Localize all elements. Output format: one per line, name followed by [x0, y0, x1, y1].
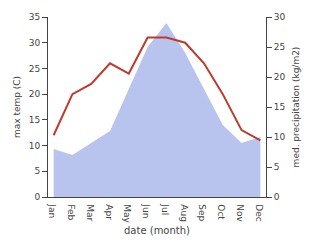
svg-text:20: 20 — [274, 72, 286, 82]
svg-text:Jan: Jan — [47, 203, 57, 218]
svg-text:15: 15 — [29, 115, 40, 125]
svg-text:May: May — [122, 204, 132, 223]
svg-text:Feb: Feb — [66, 204, 76, 220]
svg-text:Sep: Sep — [197, 204, 207, 221]
svg-text:25: 25 — [29, 64, 40, 74]
svg-text:5: 5 — [274, 162, 280, 172]
svg-text:Oct: Oct — [216, 204, 226, 220]
svg-text:25: 25 — [274, 42, 285, 52]
svg-text:30: 30 — [274, 12, 286, 22]
svg-text:30: 30 — [29, 38, 41, 48]
svg-text:0: 0 — [34, 192, 40, 202]
svg-text:10: 10 — [29, 141, 41, 151]
svg-text:Jun: Jun — [141, 203, 151, 218]
svg-text:Mar: Mar — [85, 204, 95, 221]
svg-text:5: 5 — [34, 166, 40, 176]
svg-text:0: 0 — [274, 192, 280, 202]
svg-text:max temp (C): max temp (C) — [12, 76, 22, 138]
svg-text:med. precipitation (kg/m2): med. precipitation (kg/m2) — [291, 47, 301, 168]
svg-text:15: 15 — [274, 102, 285, 112]
svg-text:Jul: Jul — [160, 203, 170, 215]
svg-text:Aug: Aug — [179, 204, 189, 222]
svg-text:10: 10 — [274, 132, 286, 142]
svg-text:35: 35 — [29, 12, 40, 22]
svg-text:Dec: Dec — [254, 204, 264, 221]
svg-text:date (month): date (month) — [124, 225, 190, 236]
svg-text:Nov: Nov — [235, 204, 245, 222]
svg-text:Apr: Apr — [104, 204, 114, 220]
svg-text:20: 20 — [29, 89, 41, 99]
